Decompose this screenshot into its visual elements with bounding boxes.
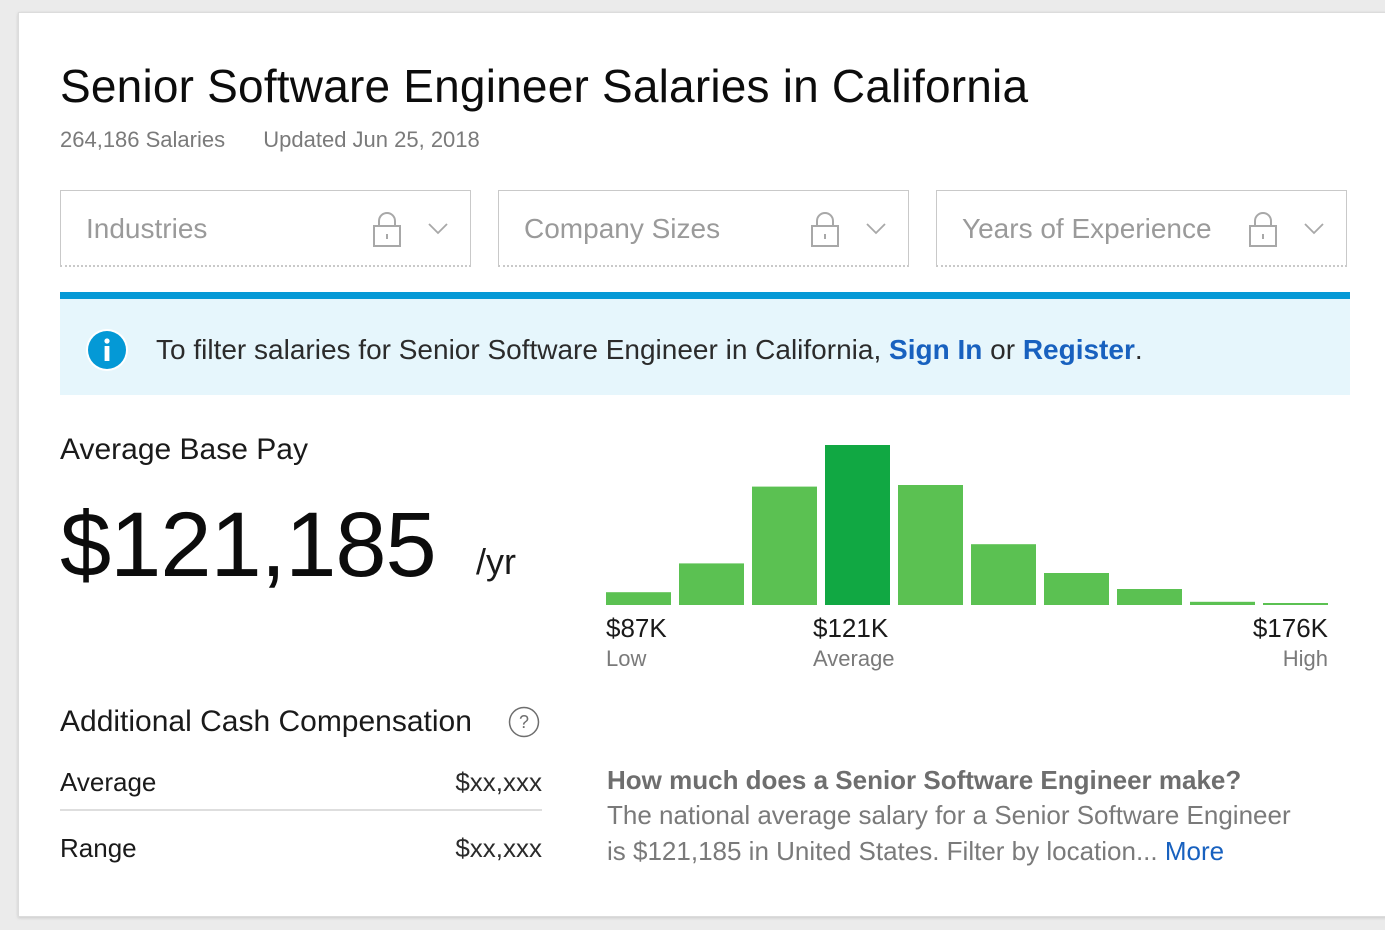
histogram-bar [898,485,963,605]
tick-value: $176K [1252,613,1328,643]
sign-in-banner: To filter salaries for Senior Software E… [60,292,1350,395]
salary-faq: How much does a Senior Software Engineer… [607,763,1337,869]
years-of-experience-filter-label: Years of Experience [962,213,1212,244]
average-base-pay-value: $121,185 [60,494,437,596]
company-sizes-filter[interactable]: Company Sizes [498,190,909,267]
lock-icon [1249,212,1277,247]
help-icon[interactable]: ? [508,706,540,738]
histogram-bar [1117,589,1182,605]
banner-or: or [982,334,1023,365]
tick-caption: Average [813,646,895,671]
industries-filter[interactable]: Industries [60,190,471,267]
faq-answer: The national average salary for a Senior… [607,797,1337,869]
salaries-count: 264,186 Salaries [60,127,226,152]
histogram-bar [1263,603,1328,605]
acc-range-value: $xx,xxx [455,833,542,863]
banner-period: . [1134,334,1143,365]
histogram-bar [1190,601,1255,605]
pay-period-unit: /yr [476,541,516,582]
histogram-tick: $176K High [1253,613,1328,672]
histogram-bar [1044,573,1109,605]
page-title: Senior Software Engineer Salaries in Cal… [60,60,1029,112]
divider [60,809,542,811]
chevron-down-icon [428,223,448,235]
acc-average-row: Average $xx,xxx [60,767,542,811]
faq-answer-line1: The national average salary for a Senior… [607,800,1291,830]
salary-histogram [606,445,1328,605]
acc-average-value: $xx,xxx [455,767,542,797]
sign-in-link[interactable]: Sign In [889,334,983,365]
faq-answer-line2: is $121,185 in United States. Filter by … [607,836,1158,866]
acc-range-label: Range [60,833,137,863]
lock-icon [811,212,839,247]
histogram-tick: $121K Average [813,613,895,672]
more-link[interactable]: More [1164,836,1225,866]
industries-filter-label: Industries [86,213,208,244]
tick-value: $87K [606,613,667,643]
updated-date: Updated Jun 25, 2018 [263,127,480,152]
years-of-experience-filter[interactable]: Years of Experience [936,190,1347,267]
company-sizes-filter-label: Company Sizes [524,213,721,244]
tick-value: $121K [813,613,889,643]
chevron-down-icon [866,223,886,235]
lock-icon [373,212,401,247]
histogram-bar [825,445,890,605]
histogram-tick: $87K Low [606,613,667,672]
chevron-down-icon [1304,223,1324,235]
banner-message: To filter salaries for Senior Software E… [156,334,1143,366]
tick-caption: High [1282,646,1328,671]
salary-card: Senior Software Engineer Salaries in Cal… [18,12,1385,917]
salary-meta: 264,186 Salaries Updated Jun 25, 2018 [60,127,480,153]
acc-average-label: Average [60,767,157,797]
banner-text: To filter salaries for Senior Software E… [156,334,890,365]
histogram-bar [606,592,671,605]
info-icon [86,329,128,371]
average-base-pay-label: Average Base Pay [60,433,308,466]
faq-question: How much does a Senior Software Engineer… [607,765,1242,795]
register-link[interactable]: Register [1022,334,1135,365]
tick-caption: Low [606,646,647,671]
histogram-bar [752,486,817,605]
svg-text:?: ? [519,712,529,732]
additional-cash-comp-title: Additional Cash Compensation [60,705,472,738]
acc-range-row: Range $xx,xxx [60,833,542,877]
histogram-bar [971,544,1036,605]
histogram-bar [679,563,744,605]
